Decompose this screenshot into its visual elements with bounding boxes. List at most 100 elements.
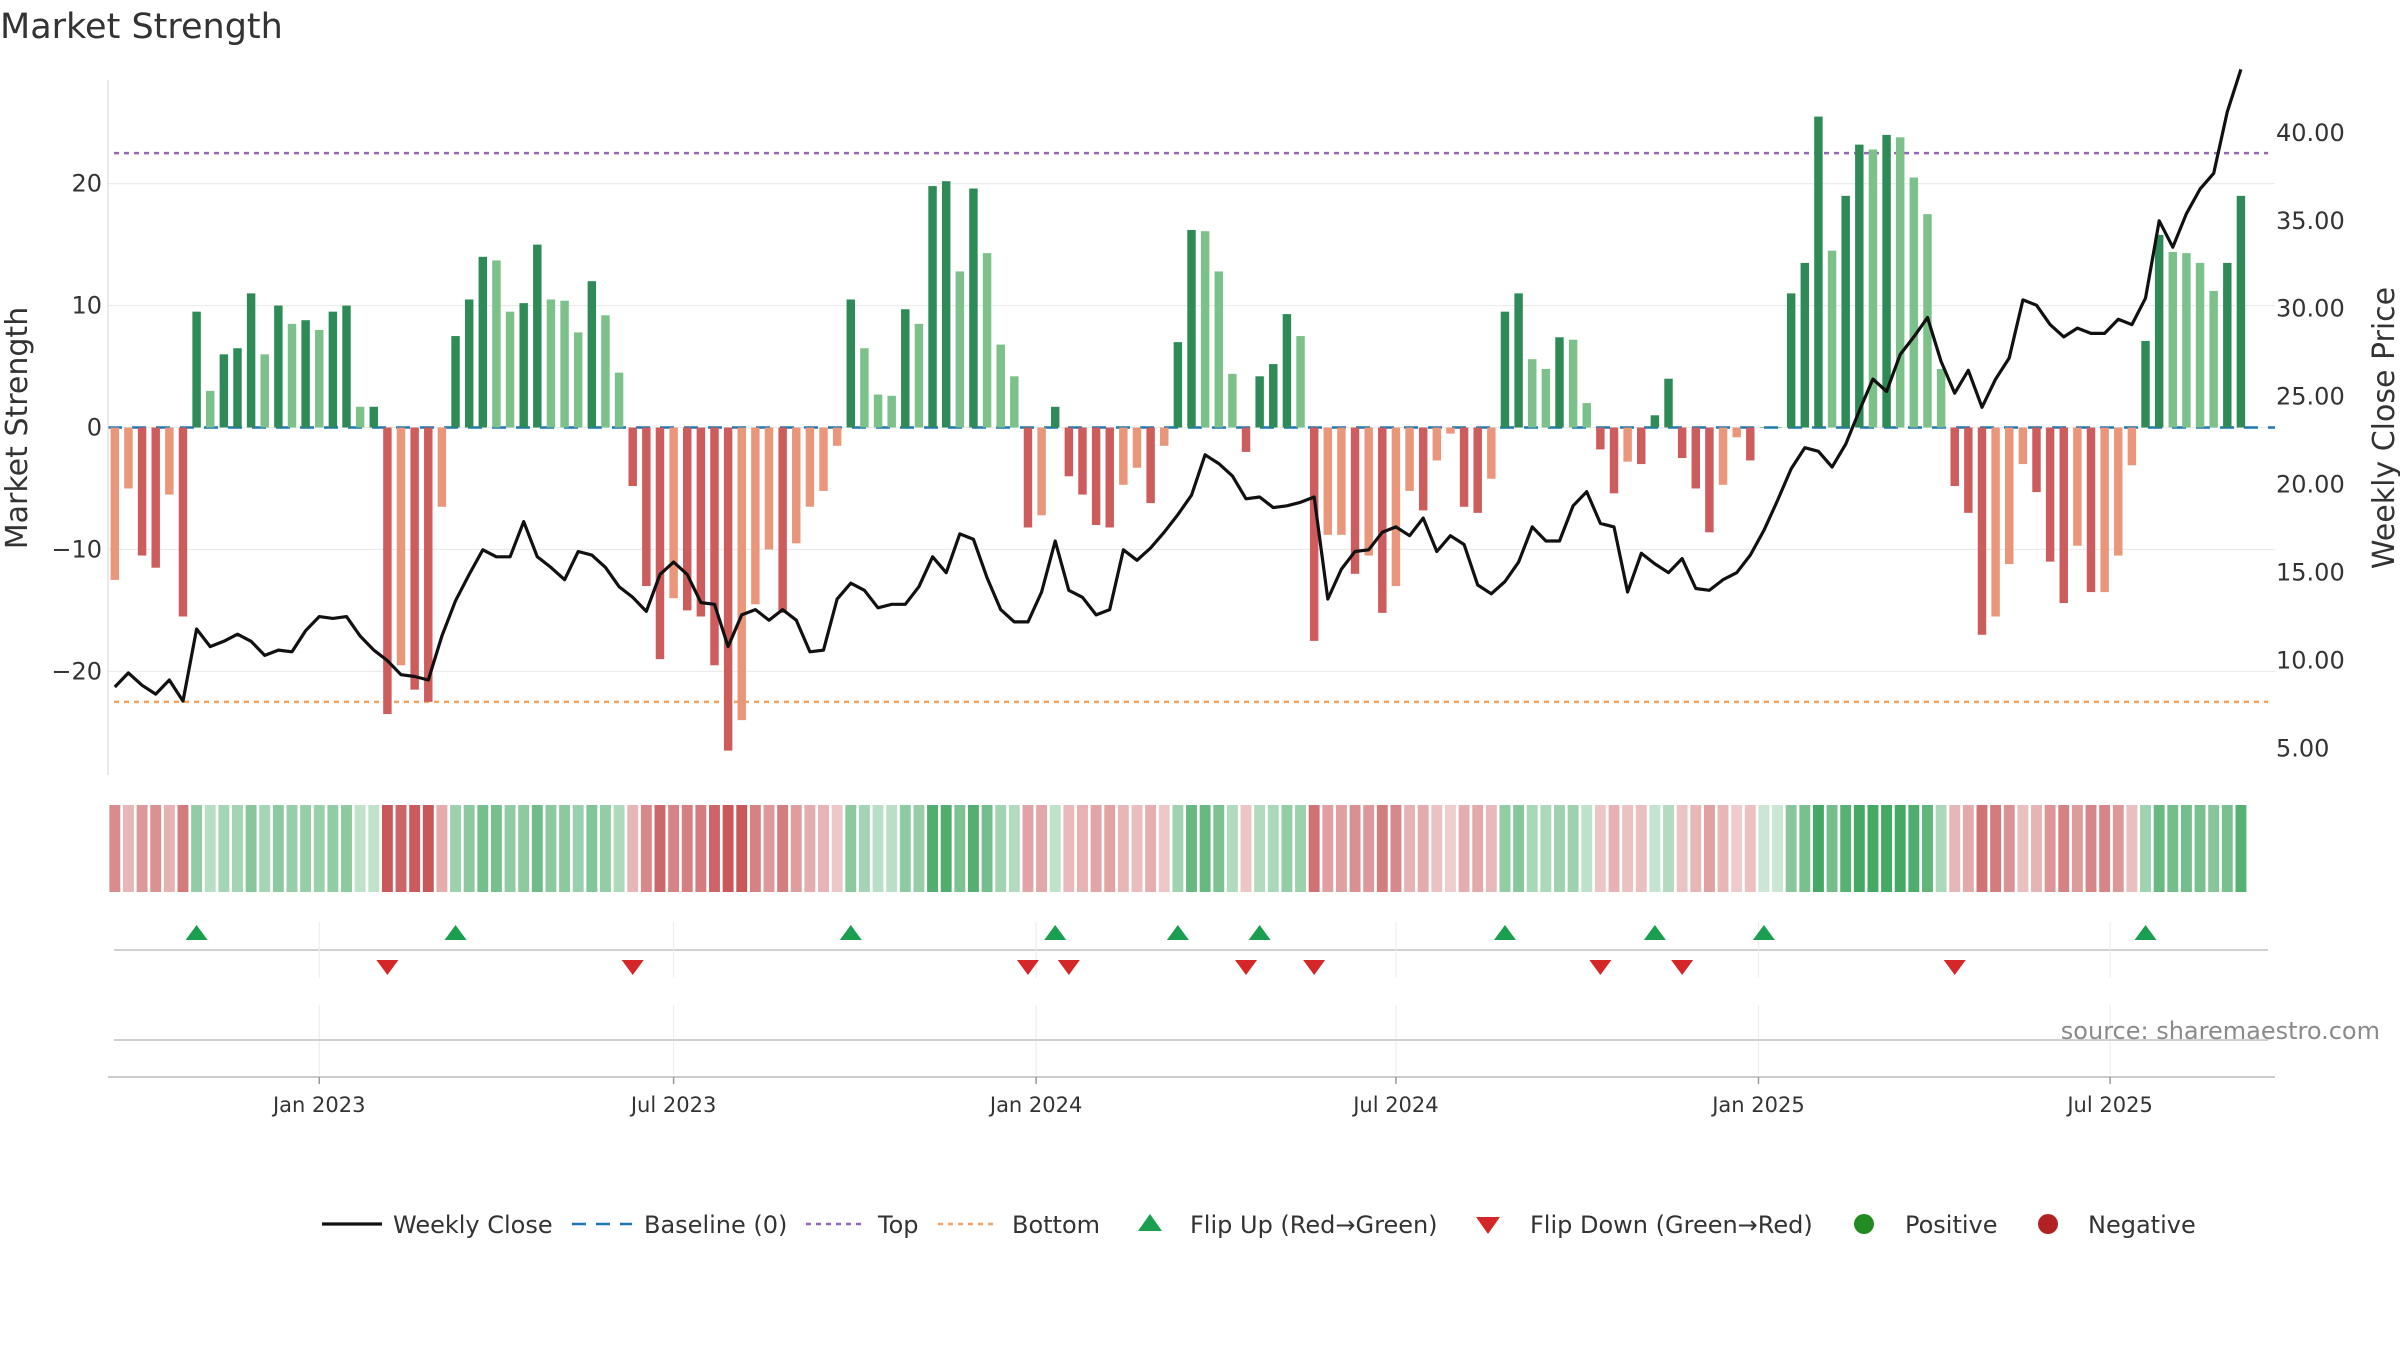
y-tick-left-label: −20 <box>51 657 102 685</box>
band-cell <box>545 805 557 892</box>
strength-bar <box>478 256 488 428</box>
strength-bar <box>301 320 310 428</box>
legend-item-bottom: Bottom <box>938 1211 1100 1239</box>
strength-bar <box>1364 427 1373 556</box>
band-cell <box>1772 805 1783 892</box>
strength-bar <box>2100 427 2109 593</box>
strength-bar <box>614 372 624 428</box>
strength-bar <box>2045 427 2055 562</box>
legend-label: Weekly Close <box>393 1211 553 1239</box>
band-cell <box>286 805 298 892</box>
strength-bar <box>2032 427 2041 493</box>
band-cell <box>177 805 189 892</box>
strength-bar <box>887 395 896 428</box>
strength-bar <box>1555 337 1564 428</box>
flip-up-marker <box>839 925 862 940</box>
strength-bar <box>1855 144 1864 428</box>
band-cell <box>395 805 407 892</box>
band-cell <box>967 805 979 892</box>
strength-bar <box>996 344 1005 428</box>
strength-bar <box>1078 427 1087 495</box>
band-cell <box>354 805 366 892</box>
strength-bar <box>1609 427 1619 494</box>
strength-bar <box>1950 427 1959 487</box>
y-tick-left-label: −10 <box>51 535 102 563</box>
strength-bar <box>982 253 992 428</box>
band-cell <box>1254 805 1266 892</box>
flip-down-marker <box>621 960 644 975</box>
strength-bar <box>1446 427 1455 434</box>
bottom-panel <box>108 1005 2275 1078</box>
band-cell <box>490 805 502 892</box>
strength-bar <box>1936 368 1946 428</box>
strength-bar <box>137 427 147 556</box>
strength-bar <box>178 427 188 617</box>
band-cell <box>1840 805 1852 892</box>
strength-bar <box>1350 427 1360 574</box>
band-cell <box>736 805 748 892</box>
chart-title: Market Strength <box>0 7 283 47</box>
strength-bar <box>2223 262 2232 428</box>
strength-bar <box>2086 427 2096 593</box>
strength-bar <box>1664 378 1673 428</box>
band-cell <box>191 805 203 892</box>
legend-item-flip-up: Flip Up (Red→Green) <box>1138 1211 1438 1239</box>
y-tick-right-label: 10.00 <box>2276 647 2345 675</box>
strength-bar <box>1105 427 1114 528</box>
band-cell <box>1867 805 1879 892</box>
band-cell <box>204 805 216 892</box>
y-tick-right-label: 40.00 <box>2276 119 2345 147</box>
strength-bar <box>1568 339 1578 428</box>
strength-bar <box>764 427 774 550</box>
strength-bar <box>2195 262 2205 428</box>
strength-bar <box>1746 427 1755 461</box>
band-cell <box>640 805 652 892</box>
band-cell <box>1431 805 1443 892</box>
band-cell <box>1158 805 1170 892</box>
strength-bar <box>1964 427 1973 513</box>
strength-bar <box>832 427 842 446</box>
band-cell <box>1676 805 1688 892</box>
band-cell <box>1799 805 1811 892</box>
band-cell <box>259 805 271 892</box>
flip-markers-panel <box>114 922 2268 978</box>
band-cell <box>136 805 148 892</box>
strength-bar <box>1773 427 1782 428</box>
flip-up-marker <box>1044 925 1067 940</box>
strength-bar <box>1173 342 1183 428</box>
flip-down-marker <box>1303 960 1326 975</box>
band-cell <box>995 805 1007 892</box>
strength-bar <box>1378 427 1387 613</box>
strength-bar <box>819 427 828 491</box>
x-tick-label: Jan 2025 <box>1710 1093 1805 1117</box>
band-cell <box>1513 805 1525 892</box>
band-cell <box>1853 805 1865 892</box>
band-cell <box>1472 805 1484 892</box>
band-cell <box>1049 805 1061 892</box>
band-cell <box>1581 805 1593 892</box>
strength-bar <box>260 354 269 428</box>
legend: Weekly Close Baseline (0) Top Bottom Flip Up… <box>322 1211 2196 1239</box>
strength-bar <box>342 305 351 428</box>
strength-bar <box>1269 364 1278 428</box>
flip-up-marker <box>1752 925 1775 940</box>
band-cell <box>1022 805 1034 892</box>
band-cell <box>477 805 489 892</box>
strength-bar <box>396 427 406 666</box>
strength-bar <box>941 181 951 428</box>
band-cell <box>2235 805 2247 892</box>
strength-bar <box>1637 427 1646 465</box>
strength-bar <box>1868 149 1878 428</box>
strength-bar <box>928 186 937 428</box>
strength-bar <box>2073 427 2082 546</box>
band-cell <box>954 805 966 892</box>
strength-bar <box>315 329 324 428</box>
band-cell <box>1077 805 1088 892</box>
band-cell <box>381 805 393 892</box>
legend-item-top: Top <box>806 1211 919 1239</box>
strength-bar <box>1214 271 1223 428</box>
band-cell <box>1444 805 1456 892</box>
strength-bar <box>1432 427 1442 461</box>
strength-bar <box>1514 293 1523 428</box>
band-cell <box>1908 805 1920 892</box>
